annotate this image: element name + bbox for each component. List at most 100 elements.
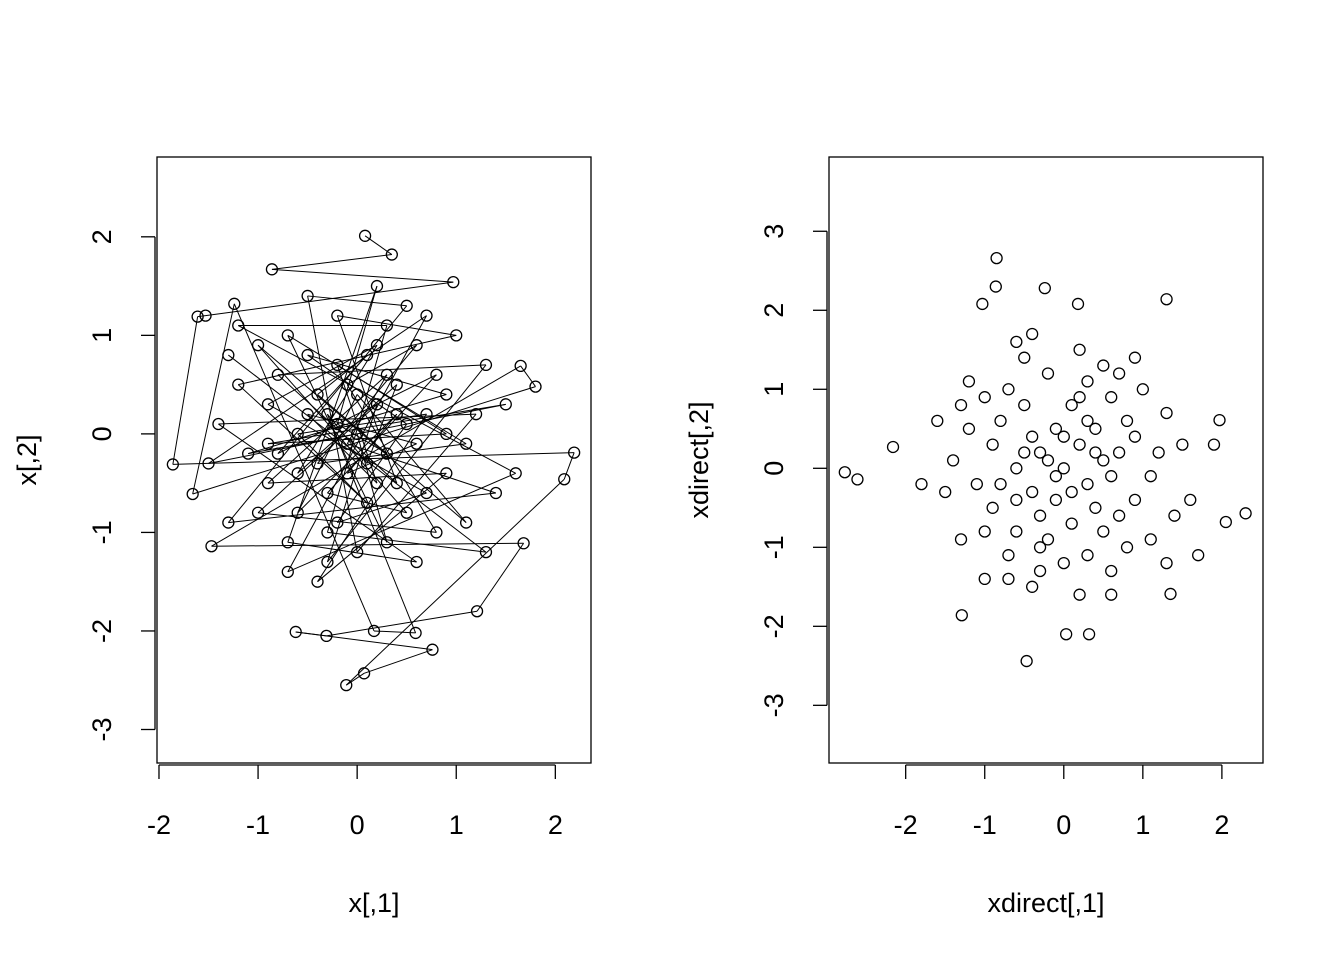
data-point xyxy=(340,679,353,692)
data-point xyxy=(251,506,265,519)
data-point xyxy=(271,447,285,460)
chain-segment xyxy=(227,305,408,523)
data-point xyxy=(380,447,394,460)
data-point xyxy=(222,348,235,362)
data-point xyxy=(851,473,864,486)
data-point xyxy=(1049,493,1063,507)
y-tick-label: 0 xyxy=(87,426,117,441)
data-point xyxy=(1020,654,1033,668)
y-tick-label: -1 xyxy=(759,535,789,559)
data-point xyxy=(1057,462,1070,475)
data-point xyxy=(1112,446,1126,459)
data-point xyxy=(271,368,285,381)
y-tick-label: 2 xyxy=(759,303,789,318)
data-point xyxy=(986,501,999,514)
data-point xyxy=(994,414,1007,428)
data-point xyxy=(978,525,991,538)
data-point xyxy=(242,447,255,460)
chain-segment xyxy=(197,315,206,318)
data-point xyxy=(390,378,403,391)
data-point xyxy=(289,625,302,639)
data-point xyxy=(509,467,522,480)
data-point xyxy=(205,540,218,553)
data-point xyxy=(1192,549,1205,562)
chain-segment xyxy=(271,254,392,270)
data-point xyxy=(1026,327,1039,341)
y-tick-label: -2 xyxy=(87,619,117,643)
data-point xyxy=(420,486,433,500)
data-point xyxy=(469,408,483,421)
data-point xyxy=(978,391,991,404)
x-axis-title: x[,1] xyxy=(348,888,399,918)
data-point xyxy=(410,437,423,450)
chain-segment xyxy=(211,542,524,547)
data-point xyxy=(301,289,314,303)
data-point xyxy=(1018,446,1031,459)
data-point xyxy=(479,545,493,559)
data-point xyxy=(1128,493,1142,507)
data-point xyxy=(251,339,265,352)
data-point xyxy=(228,297,241,310)
data-point xyxy=(311,388,324,401)
x-tick-label: -2 xyxy=(147,810,171,840)
data-point xyxy=(331,417,344,431)
chain-segment xyxy=(307,413,378,484)
data-point xyxy=(202,457,215,470)
data-point xyxy=(1065,398,1078,412)
chain-segment xyxy=(277,364,486,376)
chain-segment xyxy=(317,394,388,454)
data-point xyxy=(380,368,394,381)
data-point xyxy=(409,626,422,640)
data-point xyxy=(291,506,304,519)
chain-segment xyxy=(363,649,433,674)
data-point xyxy=(341,437,354,450)
data-point xyxy=(489,486,503,500)
y-tick-label: -2 xyxy=(759,614,789,638)
data-point xyxy=(955,609,968,622)
chain-segment xyxy=(267,403,506,445)
data-point xyxy=(410,555,423,569)
data-point xyxy=(261,398,275,411)
chain-segment xyxy=(297,394,358,513)
data-point xyxy=(440,388,453,401)
data-point xyxy=(962,422,976,435)
data-point xyxy=(1026,485,1039,499)
chain-segment xyxy=(238,334,457,386)
chain-segment xyxy=(373,630,416,634)
data-point xyxy=(400,299,413,312)
data-point xyxy=(1071,297,1085,311)
data-point xyxy=(351,388,364,401)
data-point xyxy=(370,339,384,352)
data-point xyxy=(351,545,364,559)
data-point xyxy=(1057,556,1070,570)
data-point xyxy=(232,319,245,332)
data-point xyxy=(281,329,294,342)
data-point xyxy=(341,467,354,480)
data-point xyxy=(380,319,394,332)
data-point xyxy=(517,537,530,550)
data-point xyxy=(426,643,439,656)
chain-segment xyxy=(317,413,427,582)
data-point xyxy=(558,473,571,486)
data-point xyxy=(1089,446,1102,459)
left-scatter-panel: x[,1] x[,2] -2 -1 0 1 2 -3 -2 -1 0 1 2 xyxy=(12,156,592,918)
x-axis-title: xdirect[,1] xyxy=(987,888,1104,918)
data-point xyxy=(1152,446,1165,459)
data-point xyxy=(1065,485,1078,499)
chain-segment xyxy=(172,316,199,465)
data-point xyxy=(514,359,527,373)
data-point xyxy=(1160,406,1173,420)
data-point xyxy=(1120,414,1134,428)
data-point xyxy=(321,555,334,569)
data-point xyxy=(1112,509,1126,522)
data-point xyxy=(838,466,851,479)
chain-segment xyxy=(345,672,365,686)
chain-segment xyxy=(228,492,496,524)
data-point xyxy=(311,575,324,588)
data-point xyxy=(1010,335,1023,349)
chain-segment xyxy=(192,303,235,495)
chain-segment xyxy=(208,403,506,464)
chain-segment xyxy=(347,443,417,474)
data-point xyxy=(470,605,484,618)
